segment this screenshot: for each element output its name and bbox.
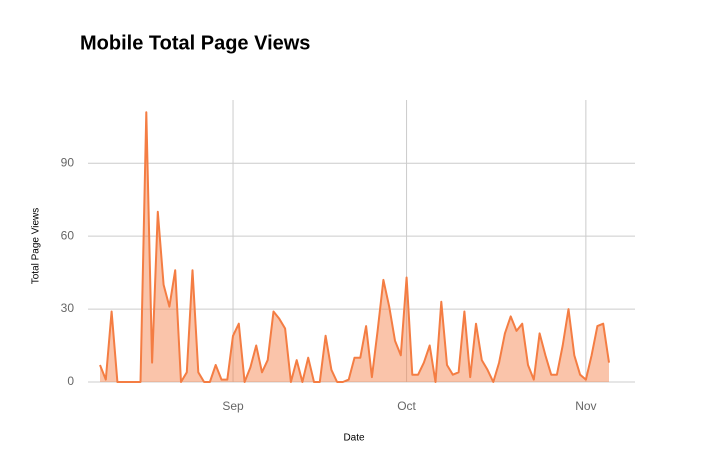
y-tick-label: 0 [67,374,74,388]
area [100,112,609,382]
x-tick-label: Oct [397,399,416,413]
chart-title: Mobile Total Page Views [80,32,310,54]
x-axis-label: Date [343,433,365,444]
line [99,111,610,383]
x-tick-label: Nov [575,399,596,413]
y-tick-label: 90 [61,155,75,169]
y-tick-label: 60 [61,228,75,242]
x-tick-label: Sep [222,399,244,413]
y-tick-label: 30 [61,301,75,315]
y-axis-label: Total Page Views [31,208,42,285]
